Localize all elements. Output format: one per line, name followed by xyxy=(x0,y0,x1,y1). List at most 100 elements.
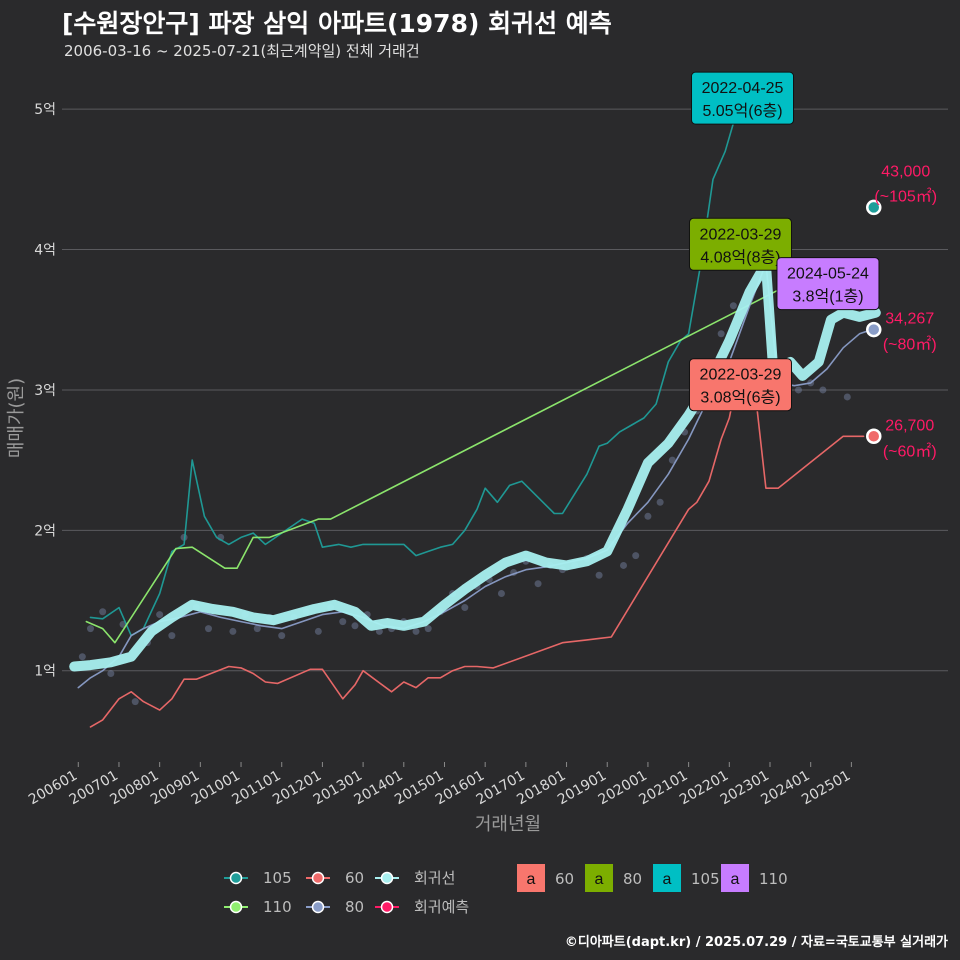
scatter-point-29 xyxy=(424,625,432,633)
legend-item-regression: 회귀선 xyxy=(375,869,455,887)
legend-box-item-ann80: a 80 xyxy=(585,864,642,892)
scatter-point-0 xyxy=(78,653,86,661)
annotation-date-ann105: 2022-04-25 xyxy=(702,80,784,97)
series-line-s110 xyxy=(85,276,816,644)
scatter-point-38 xyxy=(534,580,542,588)
legend-box-item-ann105: a 105 xyxy=(653,864,720,892)
scatter-point-15 xyxy=(253,625,261,633)
price-annotations: 2022-04-255.05억(6층)2022-03-294.08억(8층)20… xyxy=(688,71,880,412)
series-line-regression xyxy=(69,258,881,672)
series-line-s80 xyxy=(77,262,873,689)
scatter-point-53 xyxy=(717,330,725,338)
forecast-point-80 xyxy=(866,321,882,338)
legend-swatch-dot-s60 xyxy=(311,871,325,885)
legend-swatch-dot-regression xyxy=(380,871,394,885)
forecast-value-105: 43,000 xyxy=(881,163,930,180)
annotation-date-ann80: 2022-03-29 xyxy=(700,226,782,243)
legend-box-swatch-ann105 xyxy=(653,864,681,892)
scatter-point-13 xyxy=(229,627,237,635)
scatter-point-56 xyxy=(794,386,802,394)
forecast-area-105: (~105㎡) xyxy=(874,187,937,205)
grid-lines xyxy=(62,108,948,672)
scatter-point-3 xyxy=(107,670,115,678)
legend-label-forecast: 회귀예측 xyxy=(414,898,469,916)
legend-box-label-ann105: 105 xyxy=(691,870,720,888)
legend-box-item-ann60: a 60 xyxy=(517,864,574,892)
y-tick-label-0: 1억 xyxy=(34,664,56,680)
scatter-point-2 xyxy=(99,608,107,616)
legend-label-s105: 105 xyxy=(263,869,292,887)
legend-item-forecast: 회귀예측 xyxy=(375,898,469,916)
scatter-point-32 xyxy=(461,604,469,612)
annotation-box-ann110 xyxy=(776,257,880,311)
legend: 105 60 회귀선 110 80 회귀예측 a 60 a 80 a 105 a 110 xyxy=(224,864,788,916)
legend-swatch-dot-forecast xyxy=(380,900,394,914)
scatter-point-45 xyxy=(620,561,628,569)
legend-item-s110: 110 xyxy=(224,898,292,916)
annotation-date-ann60: 2022-03-29 xyxy=(700,367,782,384)
forecast-value-60: 26,700 xyxy=(885,417,934,434)
legend-box-glyph-ann80: a xyxy=(595,871,604,888)
legend-box-label-ann80: 80 xyxy=(623,870,642,888)
legend-item-s60: 60 xyxy=(306,869,364,887)
scatter-point-20 xyxy=(314,627,322,635)
forecast-point-105 xyxy=(866,199,882,216)
legend-box-glyph-ann110: a xyxy=(731,871,740,888)
chart-subtitle: 2006-03-16 ~ 2025-07-21(최근계약일) 전체 거래건 xyxy=(64,42,420,60)
y-tick-label-3: 4억 xyxy=(34,243,56,259)
chart-title: [수원장안구] 파장 삼익 아파트(1978) 회귀선 예측 xyxy=(62,9,612,38)
scatter-point-35 xyxy=(497,590,505,598)
scatter-point-46 xyxy=(632,552,640,560)
legend-box-glyph-ann60: a xyxy=(527,871,536,888)
y-axis-title: 매매가(원) xyxy=(6,378,27,458)
annotation-ann80: 2022-03-29 4.08억(8층) xyxy=(688,217,792,271)
scatter-point-22 xyxy=(339,618,347,626)
y-tick-label-2: 3억 xyxy=(34,383,56,399)
forecast-area-60: (~60㎡) xyxy=(883,442,937,460)
scatter-point-58 xyxy=(819,386,827,394)
annotation-ann60: 2022-03-29 3.08억(6층) xyxy=(688,358,792,412)
x-axis-title: 거래년월 xyxy=(475,814,541,835)
legend-label-s110: 110 xyxy=(263,898,292,916)
forecast-point-60 xyxy=(866,428,882,445)
legend-box-item-ann110: a 110 xyxy=(721,864,788,892)
annotation-price-ann80: 4.08억(8층) xyxy=(700,248,780,266)
scatter-point-43 xyxy=(595,571,603,579)
legend-label-s60: 60 xyxy=(345,869,364,887)
scatter-point-8 xyxy=(168,632,176,640)
scatter-point-17 xyxy=(278,632,286,640)
annotation-box-ann105 xyxy=(691,71,795,125)
scatter-point-59 xyxy=(843,393,851,401)
scatter-point-11 xyxy=(204,625,212,633)
legend-swatch-dot-s105 xyxy=(229,871,243,885)
legend-item-s105: 105 xyxy=(224,869,292,887)
scatter-point-23 xyxy=(351,622,359,630)
scatter-point-54 xyxy=(729,302,737,310)
legend-item-s80: 80 xyxy=(306,898,364,916)
forecast-markers: 43,000 (~105㎡) 34,267 (~80㎡) 26,700 (~60㎡) xyxy=(866,163,937,460)
annotation-price-ann105: 5.05억(6층) xyxy=(702,102,782,120)
legend-swatch-dot-s80 xyxy=(311,900,325,914)
series-line-s60 xyxy=(89,377,865,728)
scatter-point-1 xyxy=(86,625,94,633)
forecast-area-80: (~80㎡) xyxy=(883,336,937,354)
scatter-point-49 xyxy=(668,456,676,464)
source-credit: ©디아파트(dapt.kr) / 2025.07.29 / 자료=국토교통부 실… xyxy=(564,935,948,950)
legend-box-label-ann110: 110 xyxy=(759,870,788,888)
legend-box-swatch-ann110 xyxy=(721,864,749,892)
scatter-point-28 xyxy=(412,627,420,635)
annotation-ann110: 2024-05-24 3.8억(1층) xyxy=(776,257,880,311)
scatter-point-47 xyxy=(644,512,652,520)
legend-box-swatch-ann80 xyxy=(585,864,613,892)
legend-label-s80: 80 xyxy=(345,898,364,916)
annotation-box-ann80 xyxy=(688,217,792,271)
legend-swatch-dot-s110 xyxy=(229,900,243,914)
x-axis-ticks: 2006012007012008012009012010012011012012… xyxy=(26,762,853,808)
forecast-value-80: 34,267 xyxy=(885,311,934,328)
series-line-s105 xyxy=(89,101,755,637)
scatter-point-5 xyxy=(131,698,139,706)
annotation-price-ann110: 3.8억(1층) xyxy=(792,288,863,306)
annotation-date-ann110: 2024-05-24 xyxy=(787,266,869,283)
y-axis-ticks: 1억 2억 3억 4억 5억 xyxy=(34,102,56,680)
